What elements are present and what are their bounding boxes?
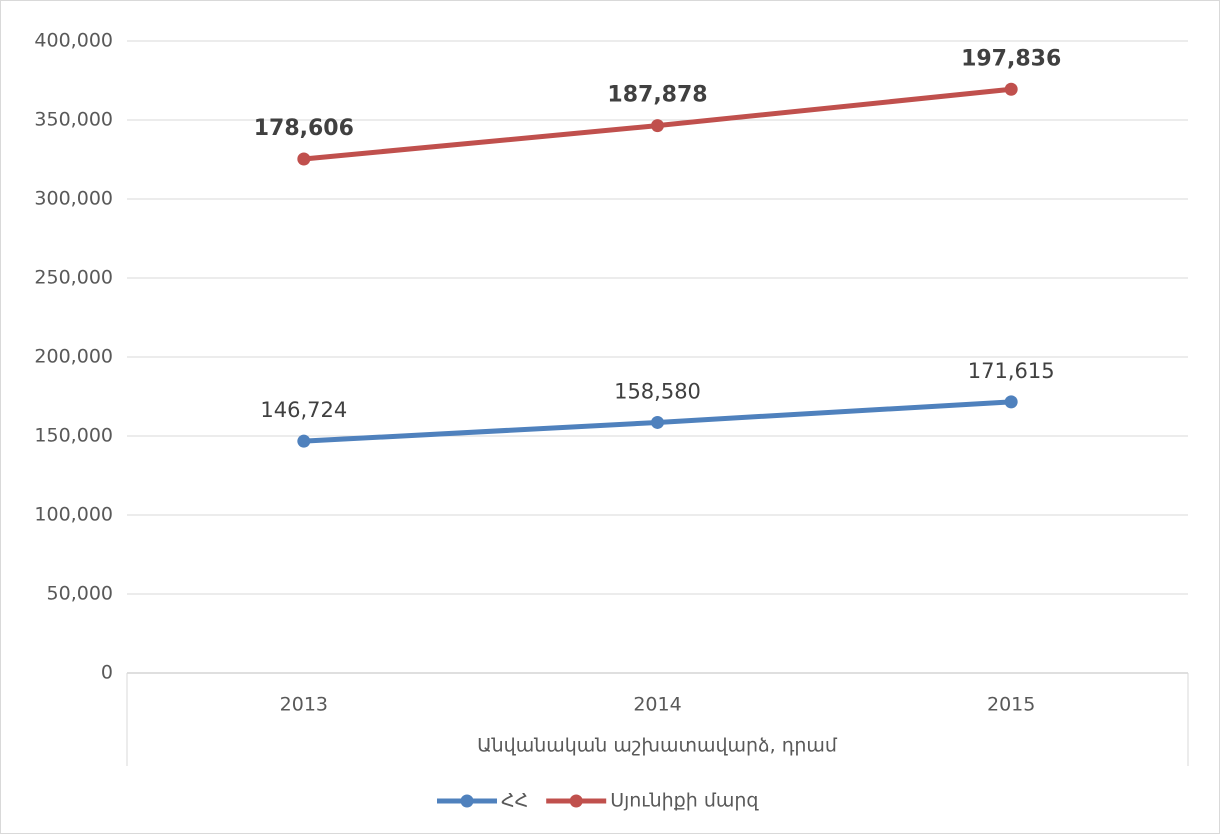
data-point bbox=[297, 434, 311, 448]
x-tick-label: 2013 bbox=[280, 694, 328, 716]
data-label: 146,724 bbox=[260, 398, 347, 422]
legend-label: Սյունիքի մարզ bbox=[610, 790, 759, 812]
y-tick-label: 150,000 bbox=[34, 425, 113, 447]
y-tick-label: 100,000 bbox=[34, 504, 113, 526]
data-point bbox=[297, 152, 311, 166]
data-point bbox=[651, 119, 664, 133]
legend-marker bbox=[569, 794, 583, 808]
data-label: 178,606 bbox=[254, 116, 354, 141]
legend-label: ՀՀ bbox=[501, 790, 528, 812]
data-label: 197,836 bbox=[961, 46, 1061, 71]
data-label: 171,615 bbox=[968, 359, 1055, 383]
legend-marker bbox=[460, 794, 474, 808]
data-point bbox=[1004, 82, 1018, 96]
data-point bbox=[651, 415, 664, 429]
x-tick-label: 2015 bbox=[987, 694, 1035, 716]
y-tick-label: 350,000 bbox=[34, 109, 113, 131]
data-label: 158,580 bbox=[614, 379, 701, 403]
x-tick-label: 2014 bbox=[633, 694, 681, 716]
data-point bbox=[1004, 395, 1018, 409]
y-tick-label: 250,000 bbox=[34, 267, 113, 289]
y-tick-label: 300,000 bbox=[34, 188, 113, 210]
x-axis-label: Անվանական աշխատավարձ, դրամ bbox=[477, 735, 838, 757]
y-tick-label: 400,000 bbox=[34, 30, 113, 52]
y-tick-label: 50,000 bbox=[47, 583, 113, 605]
data-label: 187,878 bbox=[607, 83, 707, 108]
y-tick-label: 0 bbox=[101, 662, 113, 684]
y-tick-label: 200,000 bbox=[34, 346, 113, 368]
